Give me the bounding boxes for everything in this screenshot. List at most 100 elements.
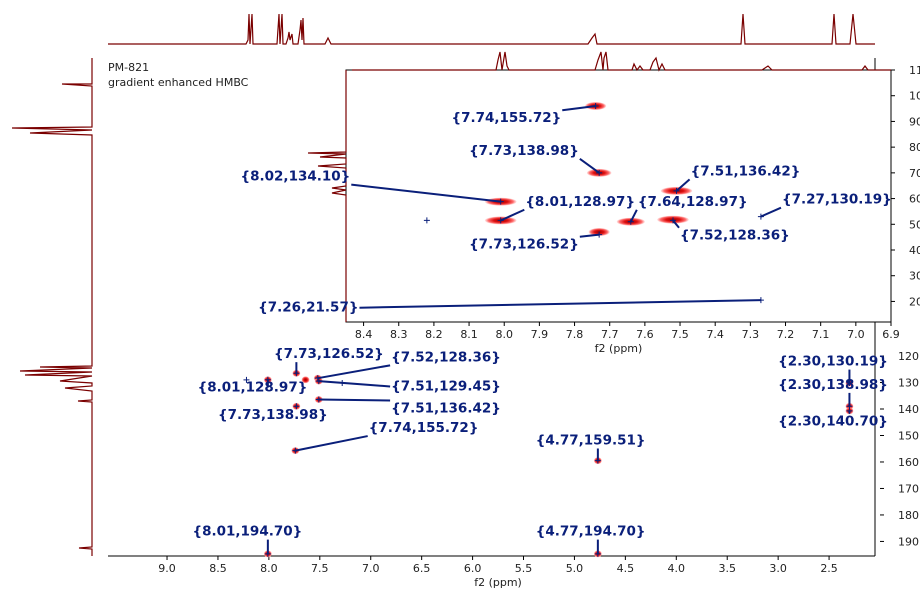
- main-y-tick-label: 170: [898, 482, 919, 495]
- main-peak-annotation-label: {2.30,130.19}: [778, 354, 888, 370]
- inset-x-tick-label: 7.8: [566, 328, 584, 341]
- inset-peak-annotation-label: {7.52,128.36}: [680, 228, 790, 244]
- inset-x-tick-label: 7.9: [531, 328, 549, 341]
- left-projection-spectrum: [11, 58, 93, 556]
- inset-peak-annotation-marker: [596, 169, 603, 176]
- inset-x-tick-label: 7.0: [847, 328, 865, 341]
- inset-peak-annotation-label: {7.27,130.19}: [782, 192, 892, 208]
- main-peak-annotation-label: {7.73,138.98}: [218, 407, 328, 423]
- inset-peak-annotation-leader: [629, 209, 638, 223]
- main-peak-annotation-label: {2.30,140.70}: [778, 413, 888, 429]
- main-peak-marker-cross: [243, 376, 250, 383]
- sample-id: PM-821: [108, 61, 150, 74]
- inset-peak-annotation-label: {7.64,128.97}: [638, 194, 748, 210]
- inset-plot-layer: 8.4 8.3 8.2 8.1 8.0 7.9 7.8 7.7 7.6 7.5 7.4 7.3 7.2 7…: [241, 64, 920, 355]
- inset-peak-annotation-marker: [592, 103, 599, 109]
- inset-peak-annotation-label: {7.73,138.98}: [469, 143, 579, 159]
- inset-peak-annotation-leader: [672, 219, 680, 229]
- main-peak-annotation-marker: [293, 403, 300, 410]
- experiment-name: gradient enhanced HMBC: [108, 76, 249, 89]
- inset-y-tick-label: 50: [909, 218, 920, 231]
- main-peak-annotation-label: {4.77,194.70}: [536, 524, 646, 540]
- main-peak-annotation-label: {7.52,128.36}: [391, 349, 501, 365]
- main-peak-annotation-leader: [318, 398, 391, 402]
- main-x-tick-label: 8.5: [209, 562, 227, 575]
- main-plot-layer: 9.0 8.5 8.0 7.5 7.0 6.5 6.0 5.5 5.0 4.5 4.0 3.5 3.0 2…: [158, 346, 919, 589]
- main-x-axis-label: f2 (ppm): [474, 576, 522, 589]
- main-peak-annotation-marker: [293, 370, 300, 377]
- inset-peak-marker-cross: [423, 217, 430, 224]
- inset-left-projection: [307, 70, 347, 322]
- inset-y-tick-label: 60: [909, 193, 920, 206]
- inset-frame: [345, 69, 892, 323]
- inset-peak-annotation-marker: [596, 231, 603, 238]
- main-y-tick-label: 180: [898, 509, 919, 522]
- inset-peak-annotation-marker: [497, 217, 504, 224]
- inset-x-tick-label: 8.4: [355, 328, 373, 341]
- main-peak-annotation-label: {8.01,128.97}: [198, 380, 308, 396]
- main-x-tick-label: 2.5: [820, 562, 838, 575]
- inset-x-tick-label: 7.4: [706, 328, 724, 341]
- inset-y-tick-label: 80: [909, 141, 920, 154]
- inset-peak-annotation-label: {7.51,136.42}: [691, 163, 801, 179]
- main-peak-annotation-marker: [846, 380, 853, 387]
- main-peak-annotation-marker: [315, 378, 322, 385]
- main-x-tick-label: 3.0: [769, 562, 787, 575]
- inset-peak-annotation-marker: [497, 198, 504, 205]
- inset-peak-annotation-leader: [562, 105, 596, 112]
- inset-peak-annotation-marker: [757, 213, 764, 220]
- inset-peak-annotation-leader: [351, 183, 501, 203]
- main-peak-annotation-marker: [314, 375, 321, 382]
- main-x-tick-label: 7.5: [311, 562, 329, 575]
- inset-peak-annotation-leader: [359, 299, 761, 309]
- main-x-tick-label: 5.5: [515, 562, 533, 575]
- main-y-tick-label: 150: [898, 429, 919, 442]
- inset-y-tick-label: 20: [909, 295, 920, 308]
- main-peak-annotation-marker: [264, 550, 271, 557]
- main-peak-annotation-leader: [317, 364, 391, 380]
- main-peak-annotation-label: {7.51,129.45}: [391, 378, 501, 394]
- inset-x-tick-label: 6.9: [882, 328, 900, 341]
- inset-peak-annotation-marker: [627, 218, 634, 225]
- inset-peak-annotation-leader: [760, 206, 782, 218]
- main-x-tick-label: 5.0: [566, 562, 584, 575]
- main-peak-annotation-leader: [295, 435, 368, 452]
- main-x-tick-label: 8.0: [260, 562, 278, 575]
- main-y-tick-label: 160: [898, 456, 919, 469]
- inset-peak-annotation-leader: [579, 233, 600, 238]
- main-peak-annotation-label: {8.01,194.70}: [192, 524, 302, 540]
- inset-peak-annotation-marker: [673, 187, 680, 194]
- inset-peak-annotation-marker: [757, 297, 764, 304]
- main-peak-annotation-label: {7.51,136.42}: [391, 400, 501, 416]
- top-projection-spectrum: [108, 13, 875, 45]
- inset-x-tick-label: 7.6: [636, 328, 654, 341]
- inset-top-projection: [352, 51, 891, 72]
- main-peak-annotation-label: {7.73,126.52}: [274, 346, 384, 362]
- inset-peak-annotation-label: {8.02,134.10}: [241, 169, 351, 185]
- inset-peak-annotation-leader: [500, 208, 525, 222]
- inset-peak-annotation-marker: [670, 217, 676, 224]
- main-y-tick-label: 190: [898, 535, 919, 548]
- main-x-tick-label: 7.0: [362, 562, 380, 575]
- main-peak-annotation-marker: [264, 376, 271, 383]
- main-peak-annotation-label: {7.74,155.72}: [369, 420, 479, 436]
- inset-y-tick-label: 30: [909, 270, 920, 283]
- main-x-tick-label: 3.5: [718, 562, 736, 575]
- main-x-tick-label: 6.5: [413, 562, 431, 575]
- main-peak-annotation-marker: [292, 447, 299, 454]
- inset-x-tick-label: 7.3: [742, 328, 760, 341]
- inset-x-axis-label: f2 (ppm): [595, 342, 643, 355]
- main-x-tick-label: 4.0: [668, 562, 686, 575]
- inset-y-tick-label: 100: [909, 90, 920, 103]
- inset-y-tick-label: 90: [909, 115, 920, 128]
- inset-peak-annotation-label: {7.74,155.72}: [451, 110, 561, 126]
- main-y-tick-label: 140: [898, 403, 919, 416]
- main-peak-annotation-marker: [846, 407, 853, 414]
- main-peak-annotation-leader: [318, 380, 391, 388]
- main-cross-peak: [301, 376, 310, 384]
- inset-y-tick-label: 40: [909, 244, 920, 257]
- main-peak-annotation-label: {4.77,159.51}: [536, 432, 646, 448]
- inset-peak-annotation-leader: [579, 158, 600, 174]
- inset-x-tick-label: 8.3: [390, 328, 408, 341]
